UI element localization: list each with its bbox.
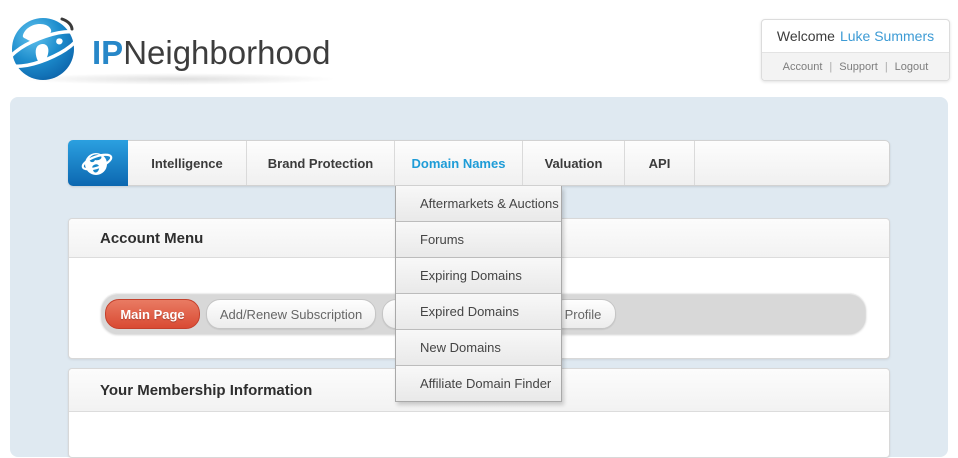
logo-globe-icon bbox=[6, 17, 80, 80]
separator: | bbox=[829, 60, 833, 73]
dropdown-item-aftermarkets-auctions[interactable]: Aftermarkets & Auctions bbox=[396, 186, 561, 222]
add-renew-subscription-button[interactable]: Add/Renew Subscription bbox=[206, 299, 376, 329]
globe-icon bbox=[81, 153, 113, 175]
separator: | bbox=[884, 60, 888, 73]
nav-tab-intelligence[interactable]: Intelligence bbox=[128, 141, 247, 185]
dropdown-item-expiring-domains[interactable]: Expiring Domains bbox=[396, 258, 561, 294]
support-link[interactable]: Support bbox=[839, 60, 878, 73]
logo-shadow bbox=[18, 73, 338, 85]
nav-tab-brand-protection[interactable]: Brand Protection bbox=[247, 141, 395, 185]
welcome-text: Welcome bbox=[776, 28, 835, 44]
logo-ip: IP bbox=[92, 34, 124, 71]
dropdown-item-affiliate-domain-finder[interactable]: Affiliate Domain Finder bbox=[396, 366, 561, 401]
logout-link[interactable]: Logout bbox=[894, 60, 929, 73]
logo-name: Neighborhood bbox=[123, 34, 331, 71]
dropdown-item-forums[interactable]: Forums bbox=[396, 222, 561, 258]
welcome-panel: Welcome Luke Summers Account | Support |… bbox=[761, 19, 950, 81]
dropdown-item-new-domains[interactable]: New Domains bbox=[396, 330, 561, 366]
dropdown-item-expired-domains[interactable]: Expired Domains bbox=[396, 294, 561, 330]
welcome-links-row: Account | Support | Logout bbox=[762, 52, 949, 80]
main-page-button[interactable]: Main Page bbox=[105, 299, 200, 329]
main-nav: Intelligence Brand Protection Domain Nam… bbox=[68, 140, 890, 186]
domain-names-dropdown: Aftermarkets & Auctions Forums Expiring … bbox=[395, 186, 562, 402]
welcome-row: Welcome Luke Summers bbox=[762, 20, 949, 52]
nav-home-tab[interactable] bbox=[68, 140, 128, 186]
nav-tab-api[interactable]: API bbox=[625, 141, 695, 185]
username-link[interactable]: Luke Summers bbox=[839, 28, 935, 44]
nav-tab-valuation[interactable]: Valuation bbox=[523, 141, 625, 185]
logo[interactable]: IPNeighborhood bbox=[6, 8, 346, 88]
account-link[interactable]: Account bbox=[782, 60, 823, 73]
nav-tab-domain-names[interactable]: Domain Names bbox=[395, 141, 523, 185]
account-menu-title: Account Menu bbox=[100, 229, 204, 247]
membership-info-title: Your Membership Information bbox=[100, 381, 313, 399]
logo-wordmark: IPNeighborhood bbox=[92, 34, 331, 72]
